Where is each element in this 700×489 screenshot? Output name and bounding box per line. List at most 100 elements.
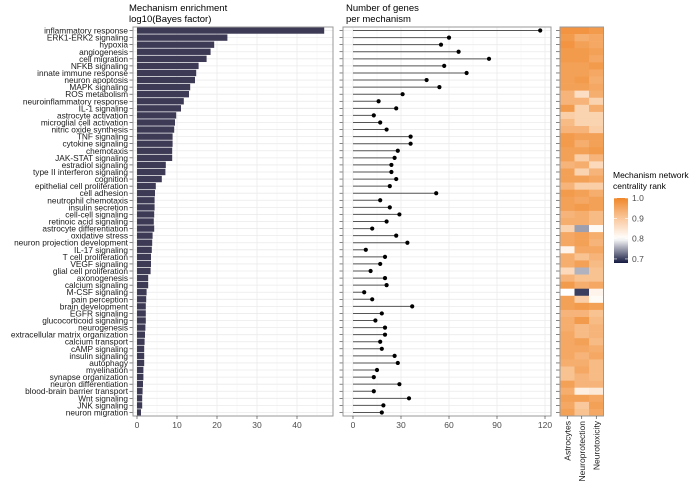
bar bbox=[137, 352, 145, 360]
heatmap-cell bbox=[574, 83, 590, 91]
lollipop-point bbox=[400, 92, 405, 97]
category-label: chemotaxis bbox=[86, 146, 128, 156]
heatmap-cell bbox=[589, 90, 604, 99]
heatmap-cell bbox=[589, 69, 604, 77]
heatmap-cell bbox=[574, 41, 590, 49]
bar bbox=[137, 34, 228, 41]
heatmap-cell bbox=[589, 331, 604, 339]
heatmap-cell bbox=[589, 373, 604, 381]
lollipop-point bbox=[464, 70, 469, 76]
heatmap-cell bbox=[574, 154, 590, 162]
heatmap-cell bbox=[560, 267, 575, 275]
bar bbox=[137, 402, 143, 409]
category-label: astrocyte activation bbox=[57, 110, 128, 120]
heatmap-cell bbox=[589, 182, 604, 190]
category-label: innate immune response bbox=[37, 68, 128, 78]
category-label: MAPK signaling bbox=[69, 82, 128, 92]
heatmap-cell bbox=[574, 111, 590, 120]
heatmap-cell bbox=[589, 345, 604, 353]
x-tick-label: 40 bbox=[292, 420, 302, 430]
lollipop-point bbox=[368, 268, 373, 274]
lollipop-point bbox=[538, 28, 543, 33]
x-tick-label: 20 bbox=[212, 420, 222, 430]
category-label: microglial cell activation bbox=[41, 117, 129, 127]
category-label: neurogenesis bbox=[78, 323, 128, 333]
heatmap-cell bbox=[574, 352, 590, 360]
lollipop-point bbox=[374, 367, 380, 373]
heatmap-cell bbox=[574, 239, 590, 247]
bar bbox=[137, 310, 146, 317]
lollipop-point bbox=[395, 148, 400, 153]
lollipop-point bbox=[378, 261, 383, 267]
heatmap-cell bbox=[589, 189, 604, 198]
lollipop-point bbox=[382, 254, 388, 259]
lollipop-point bbox=[442, 63, 447, 68]
lollipop-point bbox=[406, 396, 412, 401]
heatmap-cell bbox=[574, 288, 590, 297]
x-tick-label: 30 bbox=[396, 420, 406, 430]
heatmap-cell bbox=[589, 225, 604, 233]
x-tick-label: 30 bbox=[252, 420, 262, 430]
category-label: calcium signaling bbox=[65, 280, 129, 290]
lollipop-point bbox=[382, 275, 388, 281]
heatmap-cell bbox=[574, 309, 590, 318]
heatmap-cell bbox=[574, 48, 590, 56]
bar bbox=[137, 289, 147, 296]
heatmap-cell bbox=[574, 267, 590, 275]
heatmap-cell bbox=[574, 316, 590, 325]
heatmap-cell bbox=[589, 380, 604, 389]
heatmap-cell bbox=[574, 182, 590, 190]
lollipop-point bbox=[370, 226, 375, 231]
bar bbox=[137, 41, 215, 48]
heatmap-cell bbox=[560, 175, 575, 183]
heatmap-cell bbox=[589, 203, 604, 212]
heatmap-cell bbox=[560, 401, 575, 410]
heatmap-cell bbox=[574, 345, 590, 353]
heatmap-cell bbox=[560, 373, 575, 381]
x-tick-label: 90 bbox=[492, 420, 502, 430]
heatmap-cell bbox=[560, 387, 575, 396]
heatmap-cell bbox=[589, 48, 604, 56]
bar bbox=[137, 76, 195, 84]
lollipop-point bbox=[382, 325, 388, 330]
lollipop-point bbox=[379, 346, 384, 351]
heatmap-cell bbox=[560, 345, 575, 353]
category-label: autophagy bbox=[89, 358, 129, 368]
legend-tick-label: 1.0 bbox=[632, 193, 644, 203]
heatmap-cell bbox=[560, 27, 575, 35]
heatmap-cell bbox=[589, 288, 604, 297]
heatmap-cell bbox=[589, 62, 604, 70]
heatmap-cell bbox=[560, 232, 575, 240]
x-tick-label: 120 bbox=[538, 420, 552, 430]
heatmap-cell bbox=[560, 48, 575, 56]
heatmap-cell bbox=[574, 175, 590, 183]
heatmap-cell bbox=[589, 83, 604, 91]
heatmap-cell bbox=[574, 196, 590, 205]
lollipop-point bbox=[382, 332, 388, 337]
category-label: JNK signaling bbox=[77, 400, 128, 410]
bar bbox=[137, 147, 173, 154]
heatmap-cell bbox=[560, 408, 575, 417]
heatmap-cell bbox=[560, 217, 575, 226]
heatmap-cell bbox=[560, 302, 575, 311]
bar bbox=[137, 55, 207, 63]
lollipop-point bbox=[438, 42, 444, 47]
lollipop-point bbox=[446, 35, 452, 40]
lollipop-point bbox=[405, 240, 410, 245]
bar bbox=[137, 154, 173, 162]
category-label: synapse organization bbox=[50, 372, 129, 382]
heatmap-cell bbox=[589, 140, 604, 148]
category-label: extracellular matrix organization bbox=[11, 330, 129, 340]
bar bbox=[137, 338, 145, 345]
heatmap-cell bbox=[589, 401, 604, 410]
heatmap-cell bbox=[574, 189, 590, 198]
lollipop-point bbox=[381, 403, 386, 408]
lollipop-point bbox=[392, 155, 397, 160]
heatmap-cell bbox=[560, 309, 575, 318]
category-label: insulin secretion bbox=[69, 202, 129, 212]
heatmap-cell bbox=[560, 239, 575, 247]
legend-tick-label: 0.9 bbox=[632, 213, 644, 223]
heatmap-cell bbox=[560, 225, 575, 233]
lollipop-point bbox=[371, 375, 376, 380]
heatmap-cell bbox=[574, 387, 590, 396]
